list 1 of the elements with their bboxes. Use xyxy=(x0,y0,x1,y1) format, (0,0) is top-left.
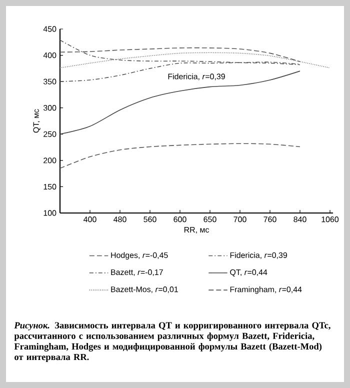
text: Рисунок. Зависимость интервала QT и корригированного интервала QTc, рассчитанного с использованием различных формул Bazett, Fridericia, Framingham, Hodges и модифицированной формулы Bazett (Bazett-Mod) от интервала RR. xyxy=(14,322,330,362)
